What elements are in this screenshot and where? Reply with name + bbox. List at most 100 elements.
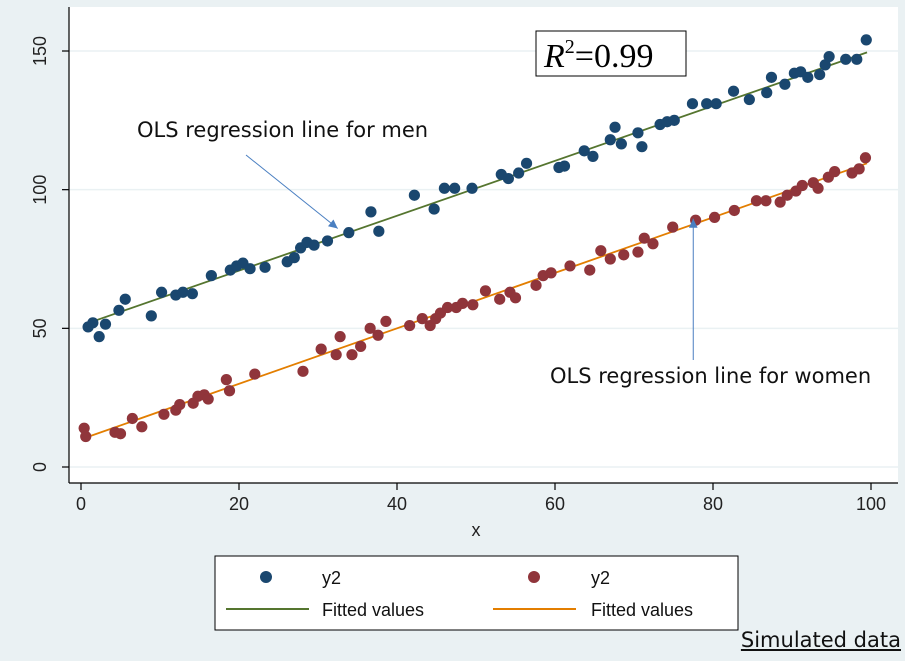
point-women [441, 301, 454, 314]
r2-value: =0.99 [575, 38, 654, 75]
point-men [186, 288, 198, 300]
point-women [564, 260, 576, 272]
point-women [372, 329, 384, 341]
r2-superscript: 2 [565, 36, 575, 58]
point-women [812, 182, 824, 194]
legend-label-women-fit: Fitted values [591, 600, 693, 620]
point-women [315, 343, 327, 355]
point-men [636, 141, 648, 153]
point-women [760, 195, 772, 207]
point-women [618, 249, 630, 261]
point-women [355, 340, 367, 352]
legend-dot-women [528, 571, 540, 583]
point-men [761, 87, 773, 99]
point-women [220, 374, 232, 386]
point-men [259, 261, 271, 273]
source-note: Simulated data [740, 628, 901, 652]
point-men [860, 34, 872, 46]
point-men [99, 318, 112, 330]
point-women [728, 204, 740, 217]
point-women [114, 428, 127, 440]
point-men [93, 331, 105, 343]
point-women [80, 430, 92, 443]
y-tick-label-50: 50 [30, 318, 50, 338]
point-women [297, 365, 309, 377]
point-men [743, 93, 755, 106]
point-men [520, 157, 533, 169]
annotation-arrow-men [245, 154, 339, 229]
y-tick-label-150: 150 [30, 36, 50, 66]
point-women [364, 322, 376, 334]
x-tick-label-80: 80 [703, 494, 723, 514]
point-men [321, 235, 334, 247]
point-men [155, 286, 168, 298]
point-men [668, 114, 680, 126]
r2-box: R2=0.99 [535, 30, 687, 77]
point-men [373, 225, 385, 237]
point-women [126, 412, 138, 425]
point-men [710, 98, 722, 110]
point-women [774, 196, 786, 208]
legend-label-men-points: y2 [322, 568, 341, 588]
point-women [467, 299, 479, 311]
axes: 0 50 100 150 0 20 40 60 80 100 [30, 7, 898, 514]
point-women [595, 245, 607, 257]
point-men [502, 172, 514, 185]
point-men [466, 182, 478, 194]
x-tick-label-40: 40 [387, 494, 407, 514]
point-women [334, 331, 346, 343]
point-women [647, 238, 659, 250]
annotation-arrow-men-head [328, 219, 338, 229]
legend-label-men-fit: Fitted values [322, 600, 424, 620]
point-women [638, 232, 650, 244]
legend-dot-men [260, 571, 272, 583]
annotation-women: OLS regression line for women [550, 364, 871, 388]
point-men [578, 145, 590, 157]
x-tick-label-20: 20 [229, 494, 249, 514]
point-men [819, 59, 831, 71]
point-women [859, 152, 872, 164]
point-men [244, 263, 256, 275]
point-women [346, 349, 358, 361]
point-men [604, 134, 616, 146]
point-men [308, 239, 320, 251]
x-tick-label-60: 60 [545, 494, 565, 514]
legend: y2 y2 Fitted values Fitted values [214, 555, 739, 631]
point-women [416, 313, 428, 325]
point-men [365, 206, 377, 218]
point-women [174, 399, 186, 411]
point-men [449, 182, 461, 194]
point-men [177, 286, 189, 298]
point-women [223, 385, 236, 397]
point-men [587, 150, 599, 162]
point-men [727, 85, 740, 97]
annotation-men: OLS regression line for men [137, 118, 428, 142]
point-men [438, 182, 450, 194]
point-men [632, 127, 644, 139]
point-women [545, 267, 557, 279]
point-women [380, 315, 392, 328]
x-tick-label-0: 0 [76, 494, 86, 514]
point-women [494, 293, 506, 305]
point-women [136, 421, 148, 433]
x-axis-title: x [472, 520, 481, 540]
point-men [558, 160, 571, 172]
point-men [823, 50, 835, 63]
point-men [205, 270, 217, 282]
point-women [330, 349, 342, 361]
point-men [513, 167, 525, 179]
point-men [840, 53, 852, 65]
point-women [202, 393, 214, 405]
gridlines [69, 50, 898, 468]
annotation-arrow-women-head [688, 218, 698, 228]
point-men [145, 310, 157, 322]
point-men [814, 68, 826, 81]
data-points [78, 34, 872, 443]
point-women [604, 253, 616, 265]
point-men [802, 71, 814, 83]
point-men [113, 304, 125, 316]
point-men [428, 203, 440, 215]
point-women [781, 189, 793, 201]
point-women [249, 368, 261, 380]
